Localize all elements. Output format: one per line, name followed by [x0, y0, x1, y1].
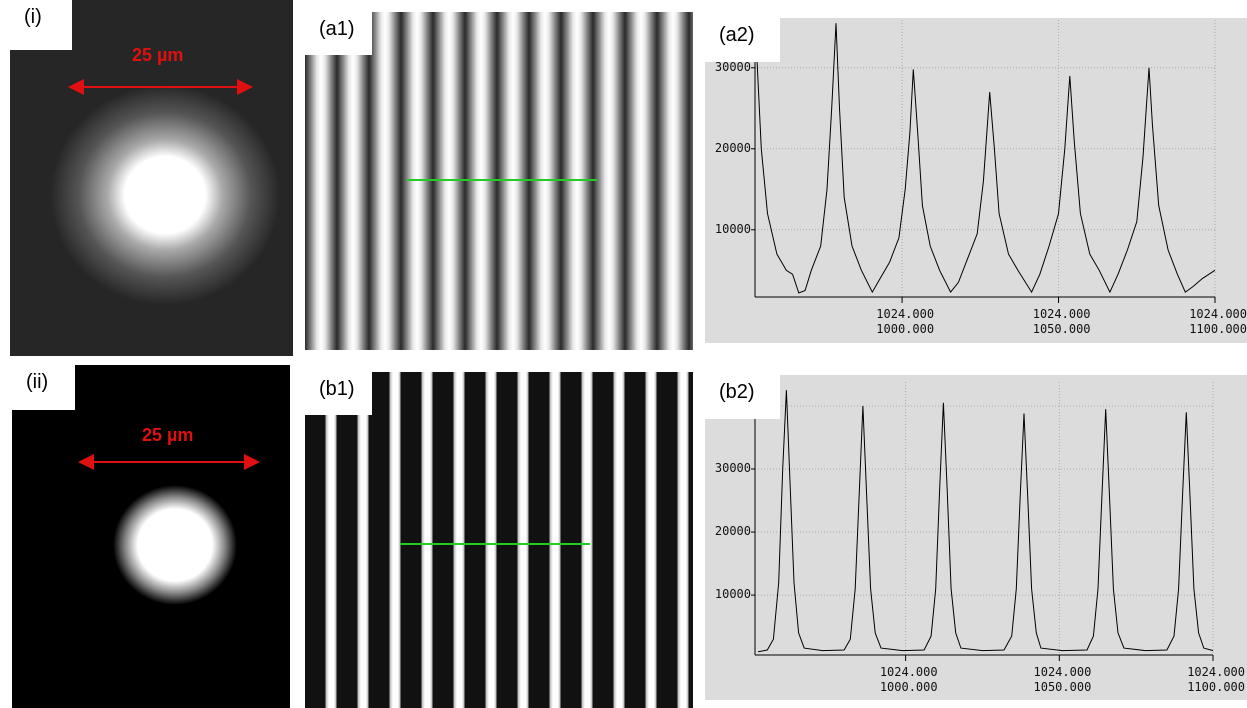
panel-label: (a1) — [305, 12, 372, 55]
x-tick-label: 1024.000 1000.000 — [879, 665, 938, 694]
panel-label: (b2) — [705, 375, 780, 419]
scale-label: 25 µm — [132, 45, 184, 65]
x-tick-label: 1024.000 1050.000 — [1033, 665, 1092, 694]
y-tick-label: 20000 — [714, 140, 751, 155]
grating-image — [305, 12, 693, 350]
x-tick-label: 1024.000 1100.000 — [1189, 307, 1247, 336]
panel-label: (a2) — [705, 18, 780, 62]
panel-label: (ii) — [12, 365, 75, 410]
grating-image — [305, 372, 693, 708]
y-tick-label: 30000 — [714, 461, 751, 475]
profile-curve — [756, 23, 1216, 294]
panel-label: (i) — [10, 0, 72, 50]
x-tick-label: 1024.000 1100.000 — [1187, 665, 1245, 694]
scale-label: 25 µm — [142, 425, 194, 445]
y-tick-label: 20000 — [714, 524, 751, 539]
plot-panel — [705, 375, 1247, 700]
y-tick-label: 10000 — [714, 221, 751, 236]
profile-line — [400, 543, 590, 545]
panel-label: (b1) — [305, 372, 372, 415]
y-tick-label: 10000 — [714, 587, 751, 602]
profile-line — [407, 179, 597, 181]
profile-curve — [758, 390, 1214, 653]
y-tick-label: 30000 — [714, 59, 751, 74]
x-tick-label: 1024.000 1050.000 — [1032, 307, 1091, 336]
x-tick-label: 1024.000 1000.000 — [876, 307, 935, 336]
